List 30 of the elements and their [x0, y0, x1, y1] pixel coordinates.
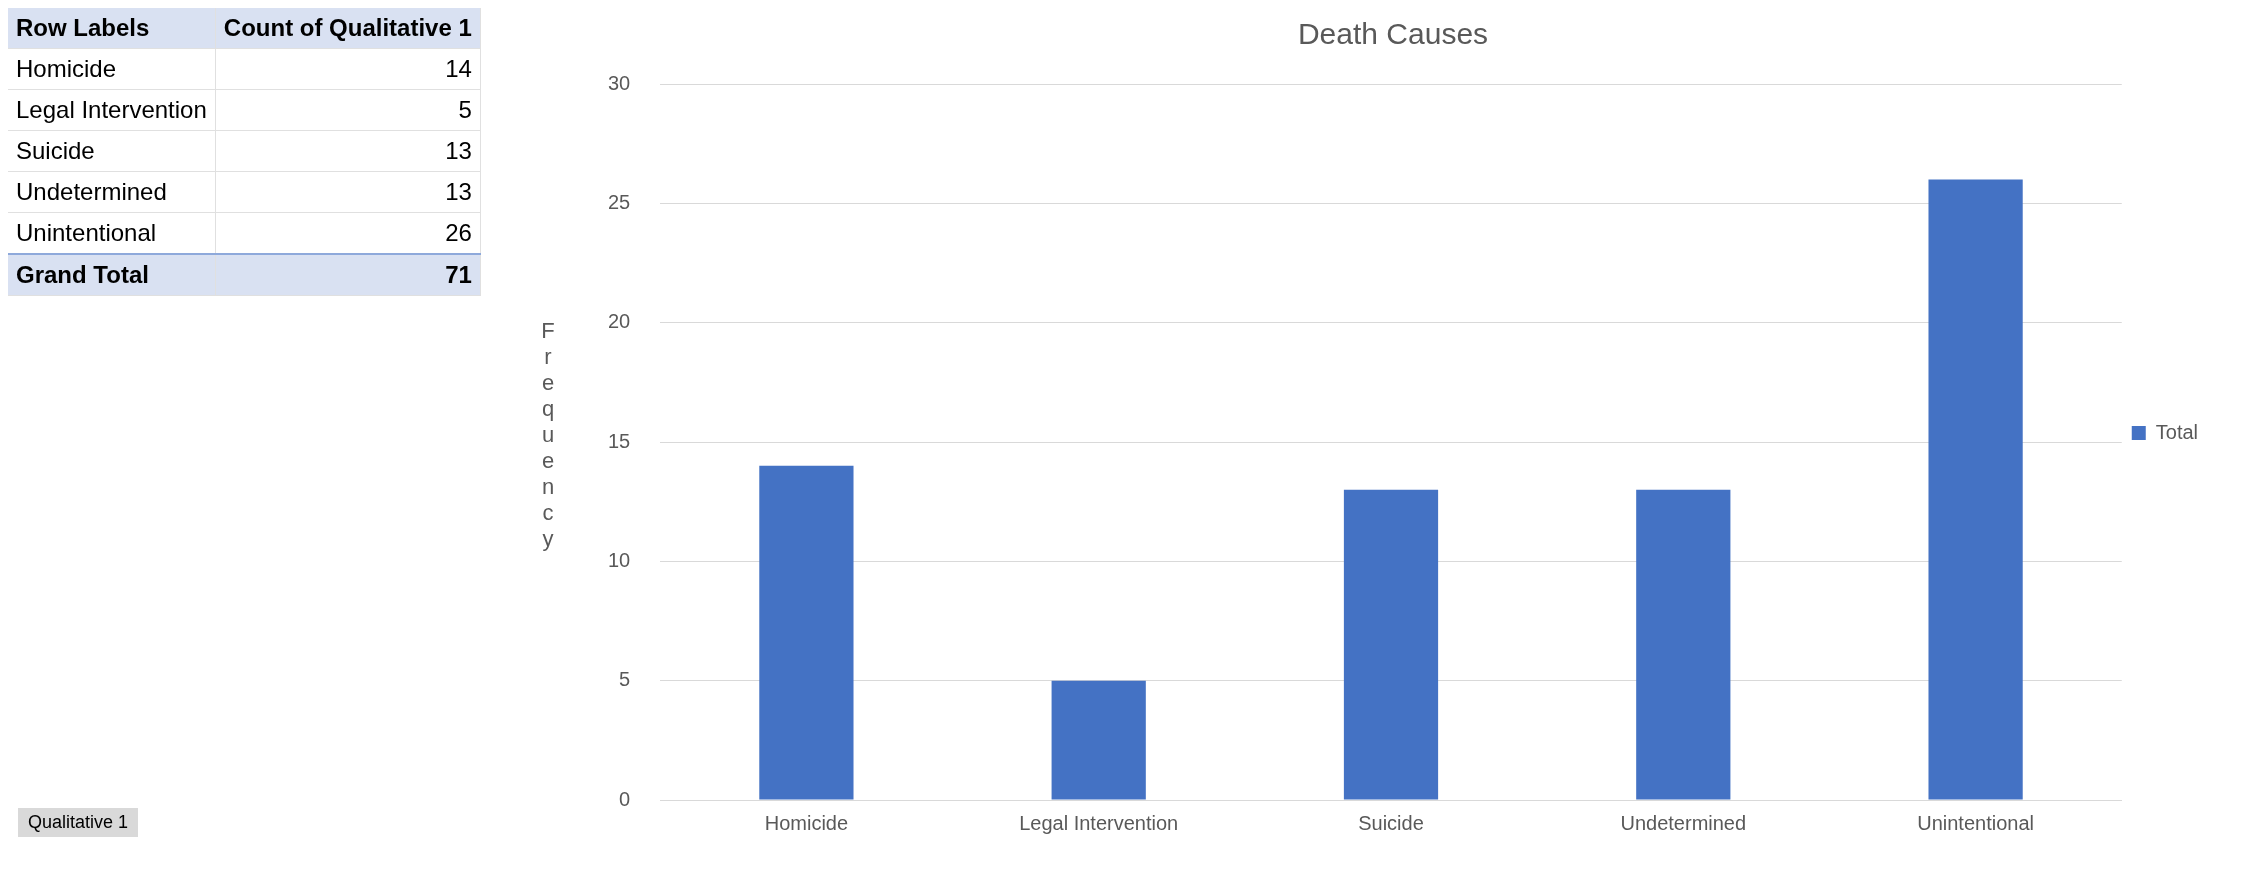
- y-tick-label: 25: [608, 190, 631, 213]
- text: Row Labels: [8, 8, 216, 49]
- category-label: Suicide: [16, 137, 95, 164]
- text: Frequency: [541, 318, 555, 551]
- x-tick-label: Suicide: [1358, 811, 1424, 834]
- text: 13: [215, 130, 481, 172]
- category-label: Homicide: [16, 55, 117, 82]
- text: 13: [215, 171, 481, 213]
- y-tick-label: 5: [619, 668, 631, 691]
- text: Grand Total: [8, 254, 216, 296]
- x-tick-label: Undetermined: [1620, 811, 1747, 834]
- text: 14: [215, 48, 481, 90]
- category-label: Undetermined: [16, 178, 167, 205]
- chart-title: Death Causes: [1297, 17, 1489, 51]
- category-label: Unintentional: [16, 219, 157, 246]
- text: 26: [215, 212, 481, 254]
- y-tick-label: 0: [619, 787, 631, 810]
- text: 71: [215, 254, 481, 296]
- text: Count of Qualitative 1: [215, 8, 481, 49]
- text: 5: [215, 89, 481, 131]
- category-label: Legal Intervention: [16, 96, 207, 123]
- y-tick-label: 20: [608, 310, 631, 333]
- legend-label: Total: [2155, 420, 2198, 443]
- x-tick-label: Legal Intervention: [1019, 811, 1179, 834]
- y-tick-label: 10: [608, 548, 631, 571]
- text: Qualitative 1: [18, 808, 139, 837]
- y-tick-label: 15: [608, 429, 631, 452]
- x-tick-label: Homicide: [764, 811, 849, 834]
- y-tick-label: 30: [608, 71, 631, 94]
- x-tick-label: Unintentional: [1917, 811, 2034, 834]
